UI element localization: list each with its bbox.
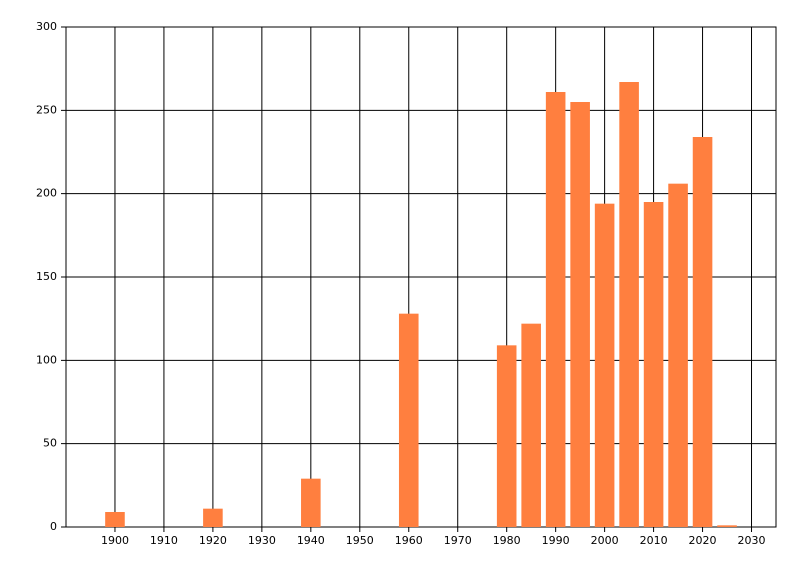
bar	[717, 525, 737, 527]
bar	[643, 202, 664, 527]
bar	[692, 137, 713, 527]
x-tick-label: 1930	[248, 534, 276, 547]
x-tick-label: 2030	[738, 534, 766, 547]
x-tick-label: 1920	[199, 534, 227, 547]
bar	[668, 183, 688, 527]
x-tick-label: 1990	[542, 534, 570, 547]
y-tick-label: 0	[50, 520, 57, 533]
x-tick-label: 1900	[101, 534, 129, 547]
x-tick-label: 1910	[150, 534, 178, 547]
x-tick-label: 2000	[591, 534, 619, 547]
bar	[301, 478, 321, 527]
y-tick-label: 50	[43, 437, 57, 450]
bar	[545, 92, 566, 527]
x-tick-label: 1940	[297, 534, 325, 547]
y-tick-label: 150	[36, 270, 57, 283]
x-tick-label: 1970	[444, 534, 472, 547]
y-tick-label: 100	[36, 353, 57, 366]
bar	[105, 512, 125, 527]
bar	[570, 102, 590, 527]
bar	[619, 82, 639, 527]
y-tick-label: 250	[36, 103, 57, 116]
x-tick-label: 1950	[346, 534, 374, 547]
y-tick-label: 200	[36, 187, 57, 200]
bar	[594, 203, 615, 527]
bar	[203, 508, 223, 527]
x-tick-label: 2010	[640, 534, 668, 547]
x-tick-label: 1980	[493, 534, 521, 547]
bar	[521, 323, 541, 527]
x-tick-label: 1960	[395, 534, 423, 547]
y-tick-label: 300	[36, 20, 57, 33]
bar	[496, 345, 517, 527]
bar	[398, 313, 419, 527]
x-tick-label: 2020	[689, 534, 717, 547]
